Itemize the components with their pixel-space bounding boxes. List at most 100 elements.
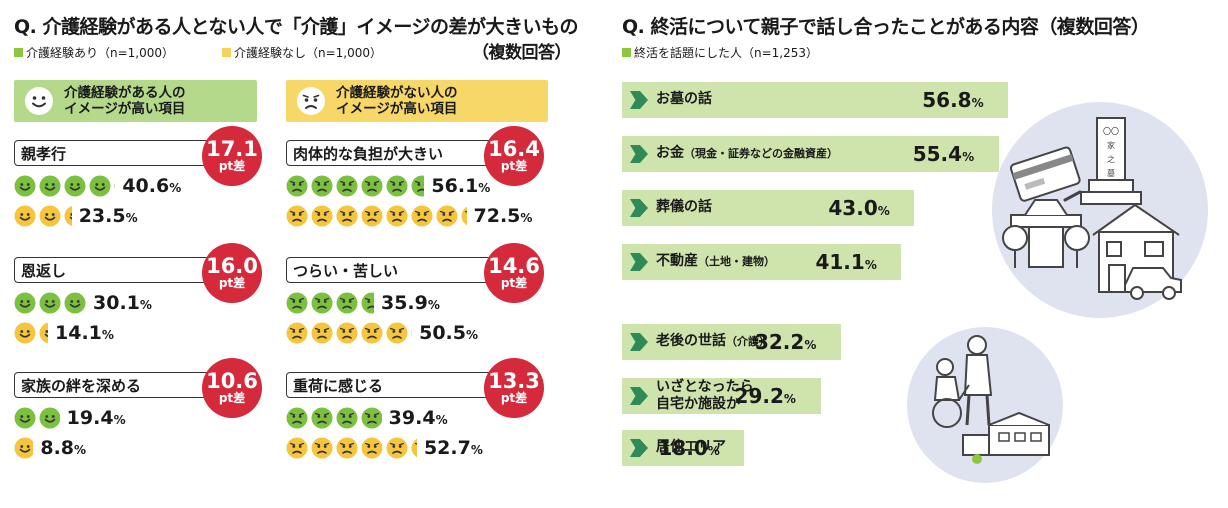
bar-label: お金（現金・証券などの金融資産） bbox=[656, 145, 838, 161]
bar-label: いざとなったら 自宅か施設か bbox=[656, 379, 754, 412]
svg-text:之: 之 bbox=[1107, 154, 1115, 164]
with-experience-row: 30.1% bbox=[14, 291, 152, 315]
worried-face-mark bbox=[361, 437, 383, 459]
pt-diff-unit: pt差 bbox=[500, 158, 528, 173]
happy-face-mark bbox=[336, 292, 358, 314]
item-label: 肉体的な負担が大きい bbox=[286, 140, 522, 166]
bar bbox=[622, 324, 841, 360]
worried-face-mark bbox=[311, 437, 333, 459]
bar-label: 居住エリア bbox=[656, 439, 726, 455]
worried-face-mark bbox=[336, 437, 358, 459]
grave-house-illustration-icon: 〇〇 家 之 墓 bbox=[992, 102, 1208, 318]
pt-diff-value: 14.6 bbox=[488, 253, 540, 278]
bar bbox=[622, 190, 915, 226]
happy-face-partial-mark bbox=[411, 175, 433, 197]
happy-face-partial-mark bbox=[361, 407, 383, 429]
worried-face-mark bbox=[386, 437, 408, 459]
bar-value: 32.2% bbox=[754, 330, 817, 354]
happy-face-mark bbox=[14, 407, 36, 429]
happy-face-mark bbox=[14, 292, 36, 314]
pt-diff-badge: 16.0 pt差 bbox=[202, 243, 262, 303]
legend-swatch-yellow bbox=[222, 48, 231, 57]
pt-diff-unit: pt差 bbox=[218, 275, 246, 290]
worried-face-mark bbox=[39, 205, 61, 227]
percent-value: 14.1% bbox=[55, 322, 114, 344]
worried-face-mark bbox=[286, 322, 308, 344]
svg-text:家: 家 bbox=[1107, 140, 1115, 150]
legend-label: 介護経験あり（n=1,000） bbox=[26, 46, 175, 60]
pt-diff-value: 10.6 bbox=[206, 368, 258, 393]
pt-diff-badge: 16.4 pt差 bbox=[484, 126, 544, 186]
legend-swatch-green bbox=[622, 48, 631, 57]
pt-diff-badge: 13.3 pt差 bbox=[484, 358, 544, 418]
percent-value: 40.6% bbox=[122, 175, 182, 197]
happy-face-mark bbox=[64, 292, 86, 314]
bar bbox=[622, 82, 1009, 118]
happy-face-mark bbox=[361, 175, 383, 197]
worried-face-mark bbox=[386, 205, 408, 227]
without-experience-row: 52.7% bbox=[286, 436, 483, 460]
bar-label: お墓の話 bbox=[656, 91, 712, 107]
group-header-with-experience: 介護経験がある人の イメージが高い項目 bbox=[14, 80, 257, 122]
worried-face-partial-mark bbox=[411, 322, 433, 344]
with-experience-row: 19.4% bbox=[14, 406, 126, 430]
worried-face-mark bbox=[286, 437, 308, 459]
wheelchair-care-illustration-icon bbox=[907, 327, 1063, 483]
bar-value: 41.1% bbox=[815, 250, 877, 274]
pt-diff-unit: pt差 bbox=[500, 275, 528, 290]
legend-label: 介護経験なし（n=1,000） bbox=[234, 46, 383, 60]
chevron-icon bbox=[630, 91, 648, 109]
pt-diff-value: 13.3 bbox=[488, 368, 540, 393]
legend-without-experience: 介護経験なし（n=1,000） bbox=[222, 44, 382, 61]
worried-face-mark bbox=[336, 205, 358, 227]
happy-face-mark bbox=[89, 175, 111, 197]
happy-face-mark bbox=[286, 292, 308, 314]
left-title-suffix: （複数回答） bbox=[472, 43, 572, 63]
happy-face-icon bbox=[25, 87, 53, 115]
pt-diff-badge: 10.6 pt差 bbox=[202, 358, 262, 418]
with-experience-row: 40.6% bbox=[14, 174, 181, 198]
worried-face-mark bbox=[361, 322, 383, 344]
worried-face-mark bbox=[14, 322, 36, 344]
pt-diff-badge: 14.6 pt差 bbox=[484, 243, 544, 303]
bar-value: 55.4% bbox=[912, 142, 975, 166]
pt-diff-value: 16.4 bbox=[488, 136, 540, 161]
chevron-icon bbox=[630, 199, 648, 217]
bar bbox=[622, 136, 999, 172]
legend-with-experience: 介護経験あり（n=1,000） bbox=[14, 44, 174, 61]
happy-face-mark bbox=[39, 292, 61, 314]
percent-value: 23.5% bbox=[78, 205, 138, 227]
right-title: Q. 終活について親子で話し合ったことがある内容（複数回答） bbox=[622, 16, 1150, 38]
worried-face-icon bbox=[297, 87, 325, 115]
group-header-without-experience: 介護経験がない人の イメージが高い項目 bbox=[286, 80, 548, 122]
worried-face-mark bbox=[361, 205, 383, 227]
happy-face-mark bbox=[286, 175, 308, 197]
happy-face-mark bbox=[286, 407, 308, 429]
chevron-icon bbox=[630, 387, 648, 405]
bar-value: 56.8% bbox=[922, 88, 984, 112]
bar-value: 29.2% bbox=[734, 384, 796, 408]
bar-label: 老後の世話（介護） bbox=[656, 333, 770, 349]
percent-value: 72.5% bbox=[473, 205, 533, 227]
bar bbox=[622, 244, 902, 280]
worried-face-mark bbox=[436, 205, 458, 227]
worried-face-mark bbox=[286, 205, 308, 227]
happy-face-partial-mark bbox=[361, 292, 383, 314]
bar-label: 不動産（土地・建物） bbox=[656, 253, 775, 269]
with-experience-row: 35.9% bbox=[286, 291, 440, 315]
svg-text:〇〇: 〇〇 bbox=[1103, 127, 1119, 136]
bar-label: 葬儀の話 bbox=[656, 199, 712, 215]
percent-value: 56.1% bbox=[431, 175, 491, 197]
worried-face-partial-mark bbox=[14, 437, 36, 459]
worried-face-partial-mark bbox=[64, 205, 86, 227]
chevron-icon bbox=[630, 253, 648, 271]
happy-face-mark bbox=[336, 175, 358, 197]
item-label: つらい・苦しい bbox=[286, 257, 522, 283]
worried-face-mark bbox=[311, 322, 333, 344]
happy-face-partial-mark bbox=[39, 407, 61, 429]
bar bbox=[622, 378, 821, 414]
left-title: Q. 介護経験がある人とない人で「介護」イメージの差が大きいもの bbox=[14, 16, 579, 38]
worried-face-mark bbox=[386, 322, 408, 344]
happy-face-mark bbox=[311, 407, 333, 429]
legend-label: 終活を話題にした人（n=1,253） bbox=[634, 46, 819, 60]
